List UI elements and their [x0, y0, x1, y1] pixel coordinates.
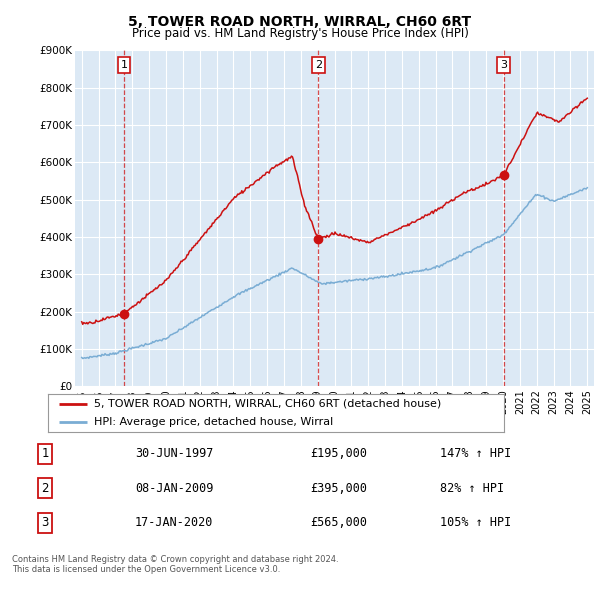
Text: 5, TOWER ROAD NORTH, WIRRAL, CH60 6RT (detached house): 5, TOWER ROAD NORTH, WIRRAL, CH60 6RT (d…	[94, 399, 441, 409]
Text: 08-JAN-2009: 08-JAN-2009	[135, 481, 214, 495]
Text: 5, TOWER ROAD NORTH, WIRRAL, CH60 6RT: 5, TOWER ROAD NORTH, WIRRAL, CH60 6RT	[128, 15, 472, 29]
Text: 105% ↑ HPI: 105% ↑ HPI	[440, 516, 511, 529]
Text: Contains HM Land Registry data © Crown copyright and database right 2024.: Contains HM Land Registry data © Crown c…	[12, 555, 338, 563]
Text: HPI: Average price, detached house, Wirral: HPI: Average price, detached house, Wirr…	[94, 417, 333, 427]
Text: £565,000: £565,000	[310, 516, 367, 529]
Text: £395,000: £395,000	[310, 481, 367, 495]
Text: 147% ↑ HPI: 147% ↑ HPI	[440, 447, 511, 460]
Text: £195,000: £195,000	[310, 447, 367, 460]
Text: Price paid vs. HM Land Registry's House Price Index (HPI): Price paid vs. HM Land Registry's House …	[131, 27, 469, 40]
Text: 82% ↑ HPI: 82% ↑ HPI	[440, 481, 504, 495]
Text: 3: 3	[500, 60, 507, 70]
Text: 30-JUN-1997: 30-JUN-1997	[135, 447, 214, 460]
Text: This data is licensed under the Open Government Licence v3.0.: This data is licensed under the Open Gov…	[12, 565, 280, 574]
Text: 1: 1	[121, 60, 127, 70]
Text: 2: 2	[41, 481, 49, 495]
Text: 1: 1	[41, 447, 49, 460]
Text: 3: 3	[41, 516, 49, 529]
Text: 17-JAN-2020: 17-JAN-2020	[135, 516, 214, 529]
Text: 2: 2	[315, 60, 322, 70]
